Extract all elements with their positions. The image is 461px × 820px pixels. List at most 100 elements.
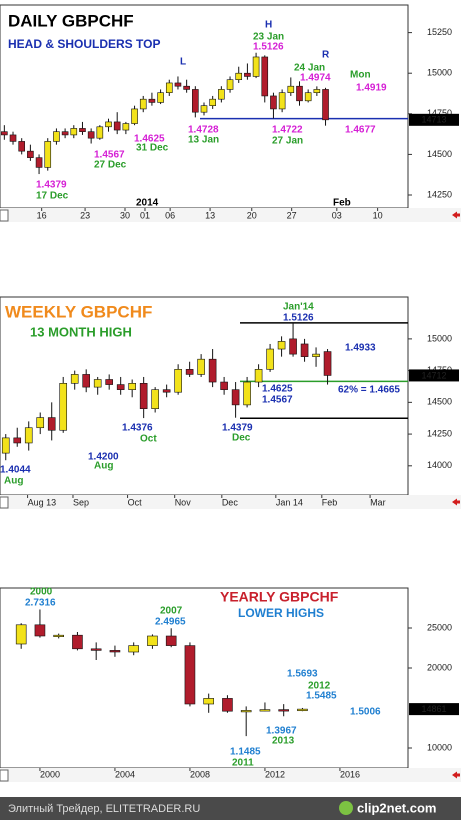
candle-body xyxy=(93,379,102,388)
candle-body xyxy=(131,108,138,124)
scroll-arrow xyxy=(452,771,460,779)
annotation: Aug xyxy=(94,461,113,472)
annotation: 2011 xyxy=(232,758,254,769)
x-tick-label: 23 xyxy=(80,210,90,220)
candle-body xyxy=(116,384,125,390)
candle-body xyxy=(254,369,263,383)
annotation: 1.4376 xyxy=(122,423,153,434)
annotation: 62% = 1.4665 xyxy=(338,385,400,396)
candle-body xyxy=(259,709,271,712)
candle-body xyxy=(24,427,33,444)
candle-body xyxy=(53,634,64,638)
x-tick-label: Jan 14 xyxy=(276,497,303,507)
chart-subtitle: LOWER HIGHS xyxy=(238,606,324,620)
y-tick-label: 10000 xyxy=(427,742,452,752)
candle-body xyxy=(313,89,321,93)
annotation: Feb xyxy=(333,198,351,209)
x-tick-label: Sep xyxy=(73,497,89,507)
candle-body xyxy=(203,698,214,705)
price-box-label: 14861 xyxy=(421,704,446,714)
x-tick-label: 20 xyxy=(247,210,257,220)
x-tick-label: 30 xyxy=(120,210,130,220)
candle-body xyxy=(157,92,164,103)
candle-body xyxy=(296,85,303,102)
annotation: 1.4379 xyxy=(36,180,67,191)
candle-body xyxy=(15,624,27,645)
candle-body xyxy=(109,650,121,653)
annotation: 1.5126 xyxy=(253,42,284,53)
candle-body xyxy=(240,710,252,713)
price-box xyxy=(409,113,459,126)
annotation: R xyxy=(322,50,330,61)
candle-body xyxy=(13,437,22,444)
annotation: Oct xyxy=(140,434,157,445)
annotation: 2000 xyxy=(30,587,53,598)
annotation: 1.4625 xyxy=(262,384,293,395)
y-tick-label: 14750 xyxy=(427,108,452,118)
annotation: 2.4965 xyxy=(155,617,186,628)
candle-body xyxy=(165,82,173,93)
annotation: 1.5006 xyxy=(350,707,381,718)
annotation: Aug xyxy=(4,476,23,487)
x-axis-band xyxy=(0,208,461,222)
x-tick-label: Oct xyxy=(128,497,143,507)
candle-body xyxy=(287,85,295,93)
candle-body xyxy=(70,374,79,384)
annotation: 1.5126 xyxy=(283,313,314,324)
candle-body xyxy=(174,82,182,87)
candle-body xyxy=(209,98,216,106)
y-tick-label: 14500 xyxy=(427,397,452,407)
candle-body xyxy=(261,56,269,97)
candle-body xyxy=(61,131,69,136)
candle-body xyxy=(266,348,274,370)
scroll-box xyxy=(0,209,9,222)
x-tick-label: 01 xyxy=(140,210,150,220)
annotation: 1.4200 xyxy=(88,452,119,463)
candle-body xyxy=(128,645,139,653)
price-box-label: 14713 xyxy=(421,115,446,125)
chart-title: DAILY GBPCHF xyxy=(8,11,134,30)
annotation: Dec xyxy=(232,433,251,444)
scroll-box xyxy=(0,769,9,782)
annotation: Mon xyxy=(350,70,371,81)
x-tick-label: Dec xyxy=(222,497,239,507)
annotation: H xyxy=(265,20,272,31)
chart-title: WEEKLY GBPCHF xyxy=(5,302,152,321)
candle-body xyxy=(289,338,297,355)
x-tick-label: 27 xyxy=(287,210,297,220)
plot-frame xyxy=(0,587,409,769)
candle-body xyxy=(192,89,199,113)
scroll-box xyxy=(0,496,9,509)
x-tick-label: 06 xyxy=(165,210,175,220)
candle-body xyxy=(148,98,156,103)
annotation: 2.7316 xyxy=(25,598,56,609)
annotation: 1.4974 xyxy=(300,73,331,84)
chart-title: YEARLY GBPCHF xyxy=(220,589,339,605)
candle-body xyxy=(322,89,329,121)
candle-body xyxy=(139,383,148,409)
footer-source: Элитный Трейдер, ELITETRADER.RU xyxy=(8,803,200,815)
candle-body xyxy=(47,417,56,431)
annotation: 2014 xyxy=(136,198,159,209)
candle-body xyxy=(300,343,309,357)
candle-body xyxy=(312,353,320,357)
y-tick-label: 20000 xyxy=(427,662,452,672)
candle-body xyxy=(147,635,158,646)
candle-body xyxy=(231,389,240,406)
candle-body xyxy=(82,374,90,388)
candle-body xyxy=(323,351,332,376)
candle-body xyxy=(235,72,243,81)
candle-body xyxy=(278,709,289,712)
candle-body xyxy=(36,417,45,429)
candle-body xyxy=(185,369,194,375)
plot-frame xyxy=(0,296,409,496)
candle-body xyxy=(252,56,260,77)
chart-subtitle: 13 MONTH HIGH xyxy=(30,324,132,339)
annotation: 1.5693 xyxy=(287,669,318,680)
footer-logo: clip2net.com xyxy=(357,800,436,815)
annotation: 31 Dec xyxy=(136,143,169,154)
x-tick-label: 13 xyxy=(205,210,215,220)
x-axis-band xyxy=(0,495,461,509)
candle-body xyxy=(105,379,113,385)
